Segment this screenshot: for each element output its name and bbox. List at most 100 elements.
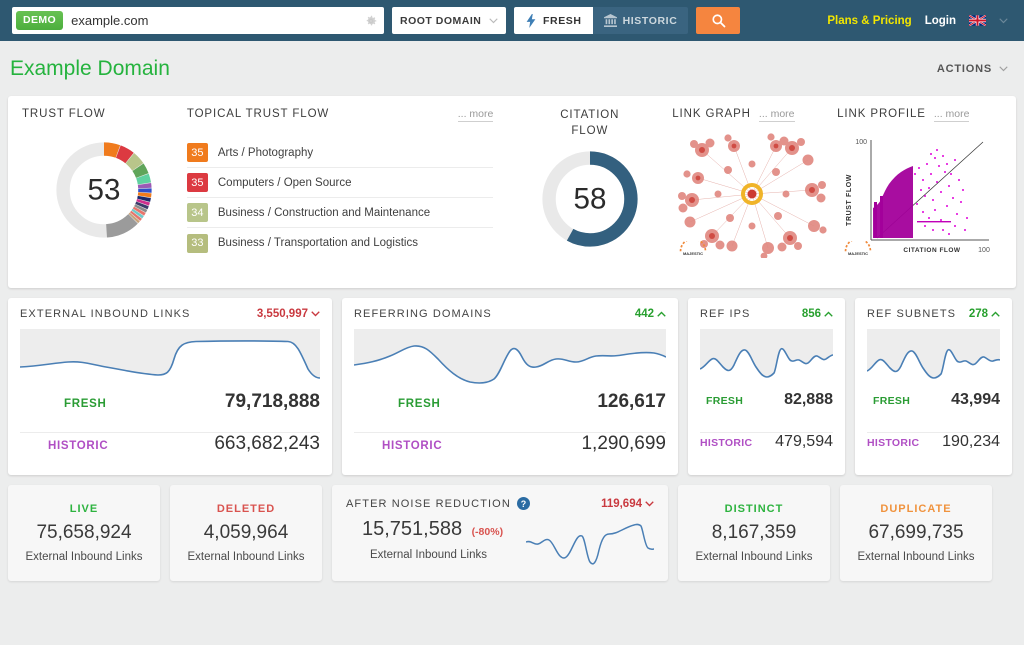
actions-menu[interactable]: ACTIONS [937,63,1008,75]
help-icon[interactable]: ? [516,497,530,510]
actions-label: ACTIONS [936,62,992,75]
list-item[interactable]: 35 Arts / Photography [186,138,494,168]
tab-historic[interactable]: HISTORIC [592,7,689,34]
link-profile-more-link[interactable]: ... more [933,108,970,122]
noise-reduction-sublabel: External Inbound Links [370,549,487,561]
distinct-label: DISTINCT [724,503,784,515]
fresh-label: FRESH [873,395,911,407]
chevron-up-icon [824,311,833,317]
stat-card-delta[interactable]: 3,550,997 [257,308,320,320]
fresh-label: FRESH [398,398,441,410]
link-profile-chart: 100 TRUST FLOW [846,139,990,254]
link-graph-section: LINK GRAPH ... more [672,108,837,288]
majestic-label: MAJESTIC [848,251,868,256]
link-graph-thumbnail[interactable]: MAJESTIC [672,130,837,260]
live-value: 75,658,924 [36,522,132,543]
topical-more-link[interactable]: ... more [457,108,494,122]
bottom-card-live: LIVE 75,658,924 External Inbound Links [8,485,160,581]
historic-value: 1,290,699 [581,433,666,454]
chevron-down-icon [311,311,320,317]
gear-icon[interactable] [364,14,378,28]
bolt-icon [526,13,536,28]
list-item[interactable]: 33 Business / Transportation and Logisti… [186,228,493,258]
historic-label: HISTORIC [48,440,109,452]
citation-flow-title: CITATION FLOW [560,108,619,139]
noise-reduction-value: 15,751,588 [362,518,463,540]
list-item[interactable]: 34 Business / Construction and Maintenan… [186,198,494,228]
historic-label: HISTORIC [700,437,753,449]
tab-historic-label: HISTORIC [622,14,678,27]
citation-flow-title-line1: CITATION [560,109,620,121]
root-domain-label: ROOT DOMAIN [400,14,482,27]
historic-value: 479,594 [775,433,833,450]
noise-reduction-delta-value: 119,694 [601,497,642,510]
link-graph-image [678,133,827,260]
link-graph-more-link[interactable]: ... more [758,108,795,122]
topic-score-badge: 33 [186,233,208,253]
distinct-sublabel: External Inbound Links [695,551,813,563]
nav-right-group: Plans & Pricing Login [827,15,1012,27]
page-title: Example Domain [10,56,170,80]
after-noise-reduction-card: AFTER NOISE REDUCTION ? 119,694 15,751,5… [332,485,668,581]
citation-flow-title-line2: FLOW [571,124,609,137]
link-graph-title: LINK GRAPH [672,108,751,120]
index-toggle-group: FRESH HISTORIC [514,7,689,34]
historic-label: HISTORIC [867,437,920,449]
stat-card-delta[interactable]: 442 [635,308,666,320]
trust-flow-title: TRUST FLOW [22,108,106,120]
search-input[interactable] [63,13,364,28]
deleted-sublabel: External Inbound Links [187,551,305,563]
noise-reduction-delta[interactable]: 119,694 [601,498,654,510]
chevron-up-icon [991,311,1000,317]
deleted-value: 4,059,964 [203,522,289,543]
historic-value: 190,234 [942,433,1000,450]
stat-card-historic-row: HISTORIC 663,682,243 [20,433,320,475]
link-profile-x-max: 100 [978,247,990,254]
trust-flow-value: 53 [88,174,121,207]
duplicate-label: DUPLICATE [880,503,952,515]
bottom-card-distinct: DISTINCT 8,167,359 External Inbound Link… [678,485,830,581]
stat-card-delta[interactable]: 856 [802,308,833,320]
list-item[interactable]: 35 Computers / Open Source [186,168,494,198]
stat-card-external-inbound-links: EXTERNAL INBOUND LINKS 3,550,997 FRESH 7… [8,298,332,475]
bank-icon [603,14,617,27]
link-profile-x-label: CITATION FLOW [904,247,962,254]
fresh-label: FRESH [706,395,744,407]
tab-fresh-label: FRESH [543,14,582,27]
search-box[interactable]: DEMO [12,7,384,34]
svg-text:?: ? [521,499,526,509]
citation-flow-value: 58 [573,183,606,216]
stat-card-historic-row: HISTORIC 1,290,699 [354,433,666,475]
majestic-watermark-icon: MAJESTIC [679,241,707,256]
search-icon [712,14,726,28]
bottom-card-row: LIVE 75,658,924 External Inbound Links D… [8,485,1016,581]
noise-reduction-title: AFTER NOISE REDUCTION [346,497,511,510]
historic-label: HISTORIC [382,440,443,452]
topic-score-badge: 35 [186,143,208,162]
topic-label: Arts / Photography [217,146,314,159]
stat-card-delta[interactable]: 278 [969,308,1000,320]
root-domain-dropdown[interactable]: ROOT DOMAIN [392,7,506,34]
stat-card-title: REF SUBNETS [867,308,957,320]
tab-fresh[interactable]: FRESH [514,7,593,34]
login-link[interactable]: Login [924,14,956,27]
link-profile-thumbnail[interactable]: 100 TRUST FLOW [837,130,1002,258]
chevron-down-icon [999,65,1008,71]
topic-label: Business / Construction and Maintenance [217,206,431,219]
language-chevron-icon[interactable] [999,17,1008,24]
citation-flow-chart: 58 [542,151,638,247]
stat-card-title: REFERRING DOMAINS [354,308,492,320]
link-profile-title: LINK PROFILE [837,108,926,120]
top-navigation-bar: DEMO ROOT DOMAIN FRESH HISTORIC [0,0,1024,41]
link-profile-y-label: TRUST FLOW [846,174,853,226]
stat-card-ref-ips: REF IPS 856 FRESH 82,888 [688,298,845,475]
search-button[interactable] [696,7,741,34]
demo-badge: DEMO [16,11,64,30]
topic-score-badge: 35 [186,173,208,192]
stat-card-historic-row: HISTORIC 190,234 [867,433,1000,475]
topical-trust-flow-section: TOPICAL TRUST FLOW ... more 35 Arts / Ph… [186,108,507,288]
majestic-watermark-icon: MAJESTIC [844,241,872,256]
plans-pricing-link[interactable]: Plans & Pricing [827,14,912,27]
trust-flow-chart: 53 [56,142,153,238]
uk-flag-icon[interactable] [969,15,986,26]
